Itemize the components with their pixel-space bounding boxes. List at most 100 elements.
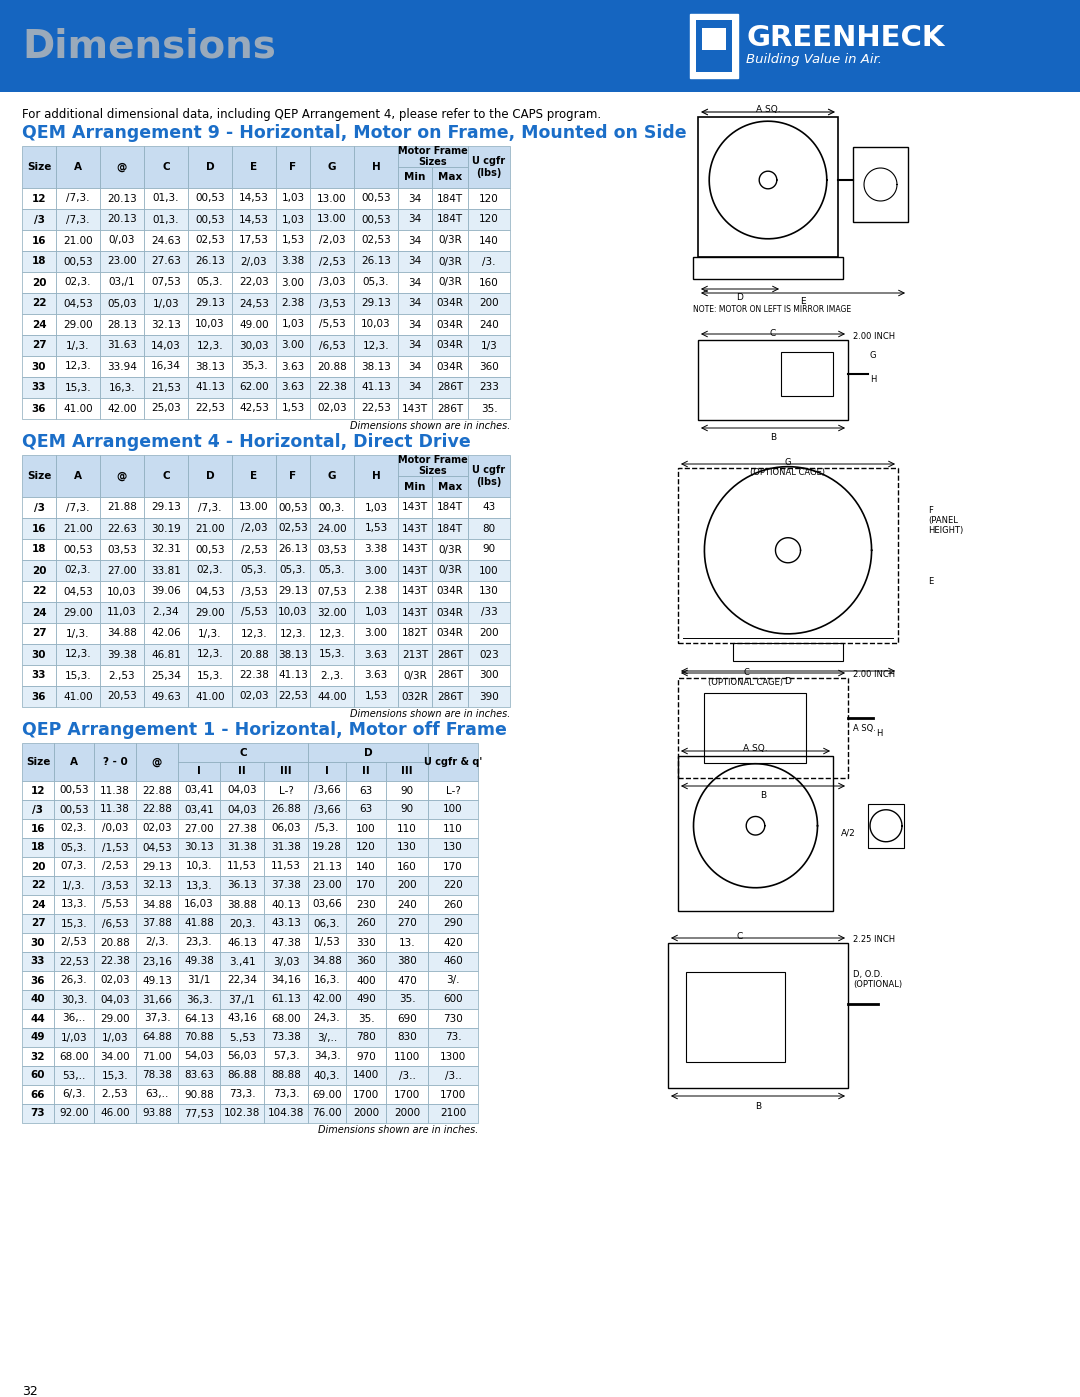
Text: 20.88: 20.88 xyxy=(100,937,130,947)
Text: 24.63: 24.63 xyxy=(151,236,181,246)
Text: 34: 34 xyxy=(408,299,421,309)
Bar xyxy=(56,518,100,539)
Text: 23.00: 23.00 xyxy=(107,257,137,267)
Bar xyxy=(354,377,399,398)
Bar xyxy=(308,819,346,838)
Text: 2/,03: 2/,03 xyxy=(241,257,268,267)
Text: 20: 20 xyxy=(31,278,46,288)
Text: 13,3.: 13,3. xyxy=(186,880,213,890)
Bar xyxy=(428,819,478,838)
Text: 140: 140 xyxy=(356,862,376,872)
Text: 286T: 286T xyxy=(437,671,463,680)
Text: 41.13: 41.13 xyxy=(195,383,225,393)
Text: 1700: 1700 xyxy=(440,1090,467,1099)
Bar xyxy=(232,665,276,686)
Bar xyxy=(310,210,354,231)
Text: 120: 120 xyxy=(356,842,376,852)
Text: 1400: 1400 xyxy=(353,1070,379,1080)
Text: 05,3.: 05,3. xyxy=(60,842,87,852)
Bar xyxy=(22,335,56,356)
Bar xyxy=(468,623,510,644)
Text: 34: 34 xyxy=(408,362,421,372)
Bar xyxy=(188,314,232,335)
Bar xyxy=(276,665,310,686)
Text: QEP Arrangement 1 - Horizontal, Motor off Frame: QEP Arrangement 1 - Horizontal, Motor of… xyxy=(22,721,507,739)
Text: 2.,3.: 2.,3. xyxy=(321,671,343,680)
Bar xyxy=(310,539,354,560)
Bar xyxy=(468,231,510,251)
Bar xyxy=(276,518,310,539)
Text: 30,03: 30,03 xyxy=(239,341,269,351)
Text: 21,53: 21,53 xyxy=(151,383,181,393)
Text: 1,03: 1,03 xyxy=(282,320,305,330)
Text: 30: 30 xyxy=(31,362,46,372)
Bar xyxy=(136,1066,178,1085)
Text: 35.: 35. xyxy=(357,1013,375,1024)
Bar xyxy=(220,1085,264,1104)
Text: GREENHECK: GREENHECK xyxy=(746,24,944,52)
Bar xyxy=(0,0,1080,92)
Bar xyxy=(144,314,188,335)
Bar xyxy=(188,518,232,539)
Text: 36,3.: 36,3. xyxy=(186,995,213,1004)
Bar xyxy=(178,1104,220,1123)
Bar xyxy=(428,1046,478,1066)
Bar xyxy=(100,581,144,602)
Bar xyxy=(178,819,220,838)
Text: 20,53: 20,53 xyxy=(107,692,137,701)
Text: 0/3R: 0/3R xyxy=(438,545,462,555)
Text: 34.88: 34.88 xyxy=(312,957,342,967)
Text: 86.88: 86.88 xyxy=(227,1070,257,1080)
Text: 1/3: 1/3 xyxy=(481,341,498,351)
Bar xyxy=(276,398,310,419)
Bar xyxy=(22,800,54,819)
Bar xyxy=(188,560,232,581)
Bar xyxy=(56,147,100,189)
Text: 36: 36 xyxy=(31,404,46,414)
Text: Min: Min xyxy=(404,172,426,183)
Bar xyxy=(22,819,54,838)
Bar xyxy=(232,377,276,398)
Text: 00,53: 00,53 xyxy=(279,503,308,513)
Bar xyxy=(100,377,144,398)
Text: 184T: 184T xyxy=(437,503,463,513)
Text: 56,03: 56,03 xyxy=(227,1052,257,1062)
Bar xyxy=(264,876,308,895)
Bar xyxy=(310,497,354,518)
Bar xyxy=(232,539,276,560)
Text: 3.00: 3.00 xyxy=(282,341,305,351)
Text: 04,03: 04,03 xyxy=(100,995,130,1004)
Text: 290: 290 xyxy=(443,918,463,929)
Text: 2.25 INCH: 2.25 INCH xyxy=(853,935,895,944)
Bar xyxy=(54,800,94,819)
Text: 26,3.: 26,3. xyxy=(60,975,87,985)
Text: 27.63: 27.63 xyxy=(151,257,181,267)
Text: 37,3.: 37,3. xyxy=(144,1013,171,1024)
Text: 40,3.: 40,3. xyxy=(314,1070,340,1080)
Text: 29.00: 29.00 xyxy=(195,608,225,617)
Text: 1100: 1100 xyxy=(394,1052,420,1062)
Text: 42.06: 42.06 xyxy=(151,629,180,638)
Text: 34,3.: 34,3. xyxy=(313,1052,340,1062)
Text: 26.13: 26.13 xyxy=(195,257,225,267)
Text: 07,53: 07,53 xyxy=(318,587,347,597)
Text: 12,3.: 12,3. xyxy=(280,629,307,638)
Bar xyxy=(56,497,100,518)
Text: 27: 27 xyxy=(30,918,45,929)
Bar xyxy=(232,314,276,335)
Bar xyxy=(188,497,232,518)
Bar xyxy=(432,518,468,539)
Bar xyxy=(178,895,220,914)
Text: 26.13: 26.13 xyxy=(278,545,308,555)
Bar xyxy=(232,686,276,707)
Bar xyxy=(354,539,399,560)
Text: 0/3R: 0/3R xyxy=(438,236,462,246)
Text: 22: 22 xyxy=(30,880,45,890)
Bar xyxy=(22,314,56,335)
Bar xyxy=(264,856,308,876)
Text: 43.13: 43.13 xyxy=(271,918,301,929)
Text: 170: 170 xyxy=(356,880,376,890)
Text: 54,03: 54,03 xyxy=(184,1052,214,1062)
Bar xyxy=(468,560,510,581)
Text: 100: 100 xyxy=(356,823,376,834)
